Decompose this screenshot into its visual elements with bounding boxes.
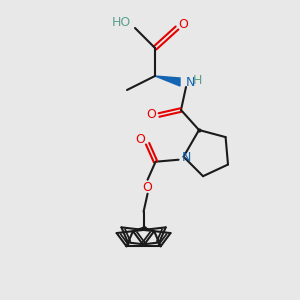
Text: N: N xyxy=(182,151,191,164)
Text: O: O xyxy=(146,109,156,122)
Text: HO: HO xyxy=(111,16,130,29)
Text: O: O xyxy=(178,19,188,32)
Text: H: H xyxy=(192,74,202,86)
Text: O: O xyxy=(142,181,152,194)
Text: O: O xyxy=(136,133,146,146)
Polygon shape xyxy=(155,76,180,86)
Text: N: N xyxy=(185,76,195,89)
